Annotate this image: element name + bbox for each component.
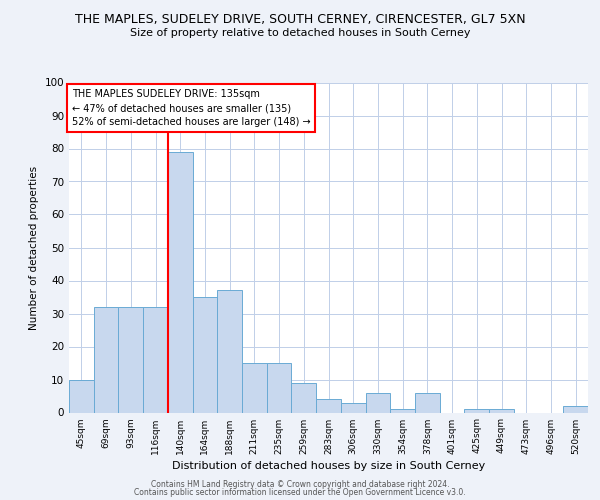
Text: Size of property relative to detached houses in South Cerney: Size of property relative to detached ho… xyxy=(130,28,470,38)
Bar xyxy=(316,400,341,412)
Bar xyxy=(242,363,267,412)
Bar xyxy=(94,307,118,412)
Bar xyxy=(217,290,242,412)
Y-axis label: Number of detached properties: Number of detached properties xyxy=(29,166,39,330)
Bar xyxy=(292,383,316,412)
Bar xyxy=(118,307,143,412)
Text: Contains public sector information licensed under the Open Government Licence v3: Contains public sector information licen… xyxy=(134,488,466,497)
Bar xyxy=(267,363,292,412)
Bar xyxy=(168,152,193,412)
Text: THE MAPLES, SUDELEY DRIVE, SOUTH CERNEY, CIRENCESTER, GL7 5XN: THE MAPLES, SUDELEY DRIVE, SOUTH CERNEY,… xyxy=(74,12,526,26)
Bar xyxy=(69,380,94,412)
Bar xyxy=(341,402,365,412)
Bar xyxy=(143,307,168,412)
Text: Contains HM Land Registry data © Crown copyright and database right 2024.: Contains HM Land Registry data © Crown c… xyxy=(151,480,449,489)
Bar xyxy=(489,409,514,412)
Bar xyxy=(563,406,588,412)
Text: THE MAPLES SUDELEY DRIVE: 135sqm
← 47% of detached houses are smaller (135)
52% : THE MAPLES SUDELEY DRIVE: 135sqm ← 47% o… xyxy=(71,89,310,127)
Bar xyxy=(193,297,217,412)
X-axis label: Distribution of detached houses by size in South Cerney: Distribution of detached houses by size … xyxy=(172,460,485,470)
Bar xyxy=(390,409,415,412)
Bar xyxy=(365,392,390,412)
Bar xyxy=(415,392,440,412)
Bar xyxy=(464,409,489,412)
